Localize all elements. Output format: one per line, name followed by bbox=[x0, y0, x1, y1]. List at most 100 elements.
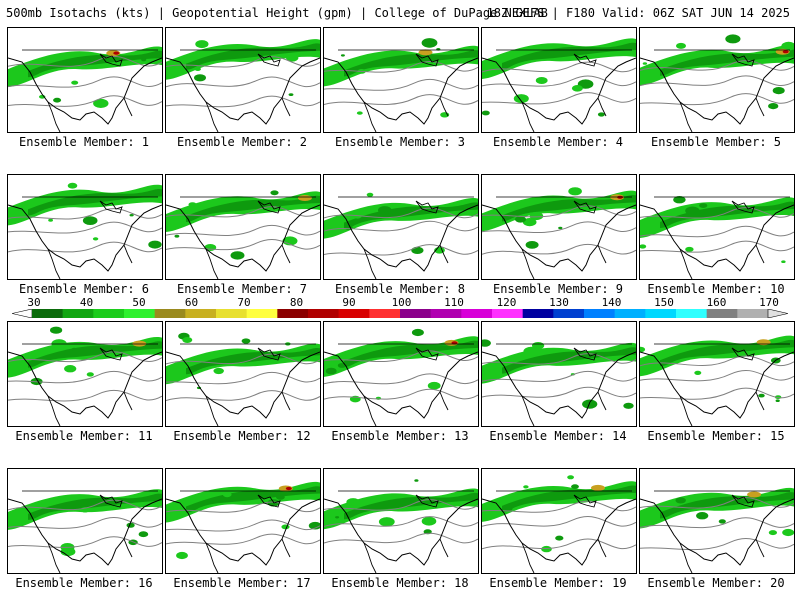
coastline bbox=[324, 498, 478, 566]
coastline bbox=[166, 351, 320, 419]
map-canvas bbox=[166, 481, 320, 573]
ensemble-member-label: Ensemble Member: 8 bbox=[334, 282, 466, 296]
great-lakes bbox=[257, 53, 281, 67]
map-canvas bbox=[324, 479, 478, 573]
great-lakes bbox=[257, 347, 281, 361]
height-contour bbox=[482, 205, 636, 218]
isotach-blob bbox=[675, 497, 686, 504]
baja-coast bbox=[205, 248, 219, 279]
great-lakes bbox=[731, 494, 755, 508]
colorbar-tick-label: 100 bbox=[391, 296, 412, 309]
great-lakes bbox=[573, 494, 597, 508]
florida-coast bbox=[439, 97, 449, 117]
great-lakes bbox=[257, 200, 281, 214]
ensemble-map-panel bbox=[165, 27, 321, 133]
isotach-blob bbox=[571, 484, 579, 489]
baja-coast bbox=[679, 248, 693, 279]
great-lakes bbox=[573, 200, 597, 214]
isotach-blob bbox=[768, 103, 779, 110]
colorbar-segment bbox=[124, 309, 155, 318]
map-canvas bbox=[166, 39, 320, 132]
height-contour bbox=[482, 353, 636, 365]
florida-coast bbox=[281, 244, 291, 264]
map-canvas bbox=[482, 187, 636, 279]
isotach-blob bbox=[768, 530, 777, 536]
height-contour bbox=[8, 499, 162, 511]
colorbar-segment bbox=[492, 309, 523, 318]
coastline bbox=[324, 204, 478, 272]
colorbar-tick-label: 160 bbox=[706, 296, 727, 309]
coastline bbox=[482, 498, 636, 566]
map-canvas bbox=[8, 326, 162, 426]
isotach-blob bbox=[346, 498, 360, 507]
isotach-blob bbox=[176, 551, 188, 560]
colorbar-tick-label: 150 bbox=[654, 296, 674, 309]
isotach-blob bbox=[541, 545, 552, 553]
height-contour bbox=[166, 519, 320, 532]
ensemble-map-panel bbox=[639, 468, 795, 574]
map-canvas bbox=[324, 38, 478, 132]
coastline bbox=[166, 57, 320, 125]
great-lakes bbox=[99, 200, 123, 214]
baja-coast bbox=[47, 395, 61, 426]
height-contour bbox=[640, 537, 794, 551]
isotach-shading bbox=[166, 481, 320, 523]
isotach-shading bbox=[166, 343, 320, 385]
height-contour bbox=[482, 61, 636, 73]
height-contour bbox=[640, 517, 794, 529]
height-contour bbox=[640, 369, 794, 382]
isotach-blob bbox=[281, 524, 290, 530]
coastline bbox=[324, 351, 478, 419]
isotach-blob bbox=[775, 399, 780, 402]
isotach-blob bbox=[53, 97, 62, 103]
isotach-core bbox=[502, 194, 636, 222]
isotach-core bbox=[28, 493, 162, 520]
great-lakes bbox=[415, 494, 439, 508]
height-contour bbox=[324, 207, 478, 219]
baja-coast bbox=[205, 101, 219, 132]
isotach-blob bbox=[640, 346, 646, 353]
isotach-shading bbox=[8, 46, 162, 88]
isotach-blob bbox=[340, 54, 345, 57]
map-canvas bbox=[640, 196, 794, 279]
ensemble-map-panel bbox=[639, 27, 795, 133]
isotach-blob bbox=[222, 491, 232, 498]
isotach-blob bbox=[251, 47, 264, 56]
isotach-blob bbox=[694, 370, 702, 375]
florida-coast bbox=[755, 97, 765, 117]
isotach-blob bbox=[60, 547, 76, 557]
florida-coast bbox=[123, 244, 133, 264]
isotach-blob bbox=[685, 246, 694, 252]
isotach-blob bbox=[82, 216, 98, 225]
isotach-blob bbox=[92, 237, 99, 241]
map-canvas bbox=[324, 192, 478, 279]
ensemble-member-label: Ensemble Member: 1 bbox=[18, 135, 150, 149]
ensemble-member-label: Ensemble Member: 12 bbox=[173, 429, 311, 443]
height-contour bbox=[640, 225, 794, 238]
florida-coast bbox=[123, 97, 133, 117]
height-contour bbox=[166, 353, 320, 365]
colorbar-tick-label: 90 bbox=[342, 296, 356, 309]
isotach-blob bbox=[703, 494, 709, 499]
colorbar-tick-label: 50 bbox=[132, 296, 146, 309]
colorbar-left-arrow bbox=[12, 309, 33, 318]
baja-coast bbox=[363, 542, 377, 573]
height-contour bbox=[324, 388, 478, 400]
height-contour bbox=[324, 94, 478, 105]
ensemble-map-panel bbox=[481, 468, 637, 574]
coastline bbox=[640, 57, 794, 125]
height-contour bbox=[482, 370, 636, 382]
colorbar-segment bbox=[338, 309, 370, 318]
ensemble-member-label: Ensemble Member: 17 bbox=[173, 576, 311, 590]
isotach-shading bbox=[166, 191, 320, 233]
isotach-blob bbox=[482, 110, 490, 116]
ensemble-member-label: Ensemble Member: 9 bbox=[492, 282, 624, 296]
coastline bbox=[482, 204, 636, 272]
isotach-blob bbox=[555, 535, 564, 541]
ensemble-member-label: Ensemble Member: 4 bbox=[492, 135, 624, 149]
colorbar-scale bbox=[12, 309, 788, 318]
isotach-core bbox=[502, 42, 636, 70]
florida-coast bbox=[281, 97, 291, 117]
great-lakes bbox=[731, 200, 755, 214]
florida-coast bbox=[755, 391, 765, 411]
